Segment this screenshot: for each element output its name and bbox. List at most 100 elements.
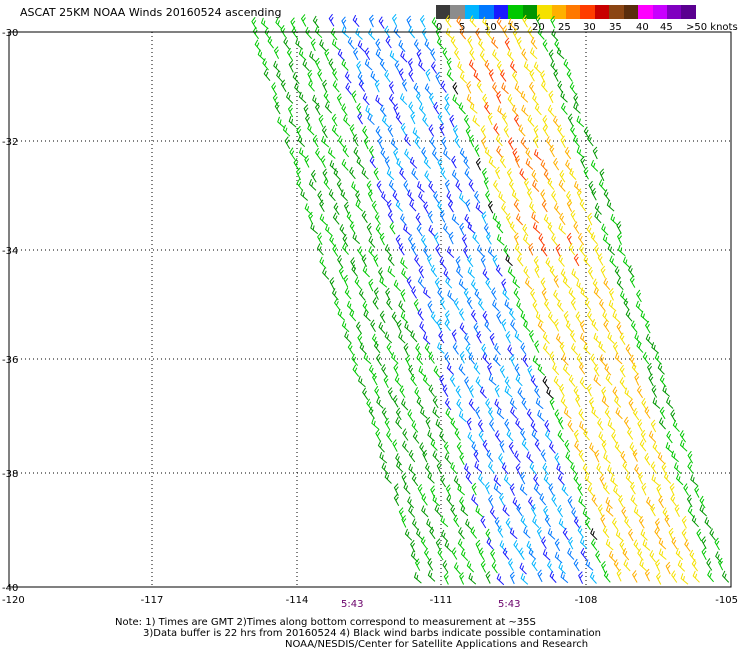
wind-barb	[417, 484, 424, 497]
wind-barb	[411, 286, 418, 299]
wind-barb	[393, 147, 399, 161]
wind-barb	[467, 254, 474, 268]
wind-barb	[439, 297, 446, 310]
wind-barb	[521, 104, 529, 117]
wind-barb	[323, 177, 331, 190]
wind-barb	[531, 558, 538, 572]
wind-barb	[437, 200, 444, 214]
wind-barb	[544, 298, 551, 312]
wind-barb	[533, 135, 539, 149]
wind-barb	[607, 332, 615, 344]
wind-barb	[275, 17, 283, 30]
wind-barb	[573, 429, 579, 443]
colorbar-segment	[667, 5, 682, 19]
wind-barb	[641, 397, 648, 411]
wind-barb	[468, 572, 477, 585]
wind-barb	[467, 431, 475, 444]
wind-barb	[371, 333, 379, 346]
wind-barb	[410, 330, 418, 343]
wind-barb	[473, 322, 480, 335]
wind-barb	[590, 353, 597, 366]
wind-barb	[603, 319, 610, 333]
wind-barb	[428, 180, 435, 194]
wind-barb	[651, 385, 658, 398]
wind-barb	[567, 419, 574, 433]
wind-barb	[608, 287, 615, 301]
wind-barb	[408, 463, 416, 476]
wind-barb	[467, 222, 476, 234]
wind-barb	[497, 525, 504, 538]
wind-barb	[343, 114, 351, 127]
wind-barb	[391, 13, 398, 27]
colorbar-segment	[436, 5, 451, 19]
wind-barb	[351, 353, 359, 366]
wind-barb	[560, 102, 568, 115]
wind-barb	[290, 17, 296, 31]
wind-barb	[487, 246, 496, 259]
wind-barb	[408, 364, 415, 378]
colorbar-label: 10	[484, 22, 497, 33]
wind-barb	[629, 354, 636, 368]
wind-barb	[492, 299, 500, 312]
wind-barb	[522, 223, 529, 237]
wind-barb	[439, 256, 447, 269]
wind-barb	[540, 70, 546, 83]
wind-barb	[494, 430, 502, 443]
wind-barb	[388, 179, 396, 193]
wind-barb	[566, 199, 573, 212]
wind-barb	[526, 408, 534, 422]
wind-barb	[410, 373, 417, 387]
wind-barb	[573, 473, 580, 487]
wind-barb	[331, 288, 339, 301]
wind-barb	[385, 287, 391, 301]
wind-barb	[371, 417, 380, 430]
wind-barb	[487, 362, 493, 376]
wind-barb	[329, 160, 338, 172]
wind-barb	[607, 419, 616, 432]
wind-barb	[374, 385, 381, 399]
wind-barb	[482, 268, 490, 281]
wind-barb	[403, 223, 411, 236]
wind-barb	[314, 102, 321, 116]
wind-barb	[416, 223, 423, 237]
wind-barb	[599, 168, 605, 182]
wind-barb	[584, 473, 593, 485]
wind-barb	[541, 199, 548, 213]
wind-barb	[373, 254, 379, 267]
wind-barb	[583, 126, 590, 139]
wind-barb	[341, 158, 349, 171]
wind-barb	[532, 93, 539, 106]
wind-barb	[521, 48, 528, 61]
wind-barb	[375, 353, 382, 367]
wind-barb	[587, 266, 594, 280]
wind-barb	[570, 462, 578, 475]
wind-barb	[540, 277, 547, 290]
wind-barb	[512, 28, 518, 42]
wind-barb	[601, 395, 610, 408]
wind-barb	[632, 449, 638, 462]
wind-barb	[694, 485, 700, 498]
wind-barb	[387, 210, 394, 223]
wind-barb	[418, 59, 426, 72]
wind-barb	[555, 243, 561, 257]
wind-barb	[386, 199, 393, 213]
wind-barb	[578, 362, 586, 375]
wind-barb	[420, 407, 428, 419]
wind-barb	[395, 112, 403, 125]
wind-barb	[622, 256, 631, 269]
wind-barb	[404, 528, 413, 541]
wind-barb	[642, 539, 651, 551]
wind-barb	[344, 287, 352, 300]
wind-barb	[609, 255, 617, 268]
wind-barb	[474, 190, 481, 204]
wind-barb	[568, 287, 576, 300]
wind-barb	[374, 212, 381, 225]
wind-barb	[447, 199, 454, 213]
wind-barb	[410, 539, 416, 553]
wind-barb	[513, 540, 520, 553]
wind-barb	[300, 14, 307, 27]
wind-barb	[505, 254, 513, 267]
wind-barb	[361, 210, 368, 224]
wind-barb	[513, 114, 520, 127]
wind-barb	[566, 69, 573, 82]
